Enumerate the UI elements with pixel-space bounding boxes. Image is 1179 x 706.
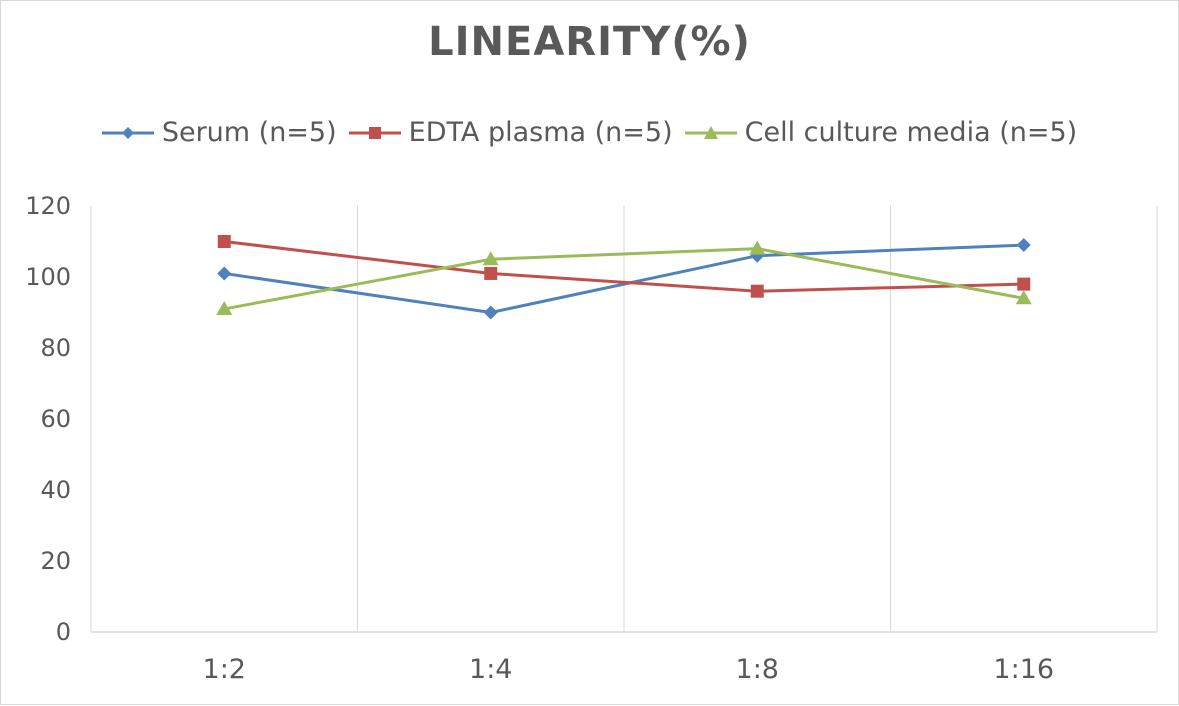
data-point-cell-culture-media-n-5 — [1015, 290, 1032, 305]
data-point-cell-culture-media-n-5 — [749, 240, 766, 255]
legend-label-serum: Serum (n=5) — [161, 117, 337, 148]
series-line-edta-plasma-n-5 — [224, 240, 1024, 293]
data-point-cell-culture-media-n-5 — [482, 251, 499, 266]
data-point-edta-plasma-n-5 — [217, 235, 231, 248]
y-tick-label: 20 — [40, 547, 71, 575]
legend-label-cell-culture-media: Cell culture media (n=5) — [744, 117, 1078, 148]
series-line-cell-culture-media-n-5 — [223, 247, 1025, 311]
x-tick-label: 1:16 — [993, 654, 1054, 685]
data-point-serum-n-5 — [1016, 238, 1031, 253]
data-point-cell-culture-media-n-5 — [216, 300, 233, 315]
x-tick-label: 1:2 — [203, 654, 246, 685]
data-point-edta-plasma-n-5 — [484, 266, 498, 280]
data-point-serum-n-5 — [217, 266, 232, 281]
legend-item-serum: Serum (n=5) — [101, 117, 337, 148]
y-tick-label: 0 — [56, 618, 71, 646]
data-point-edta-plasma-n-5 — [750, 284, 764, 298]
data-point-edta-plasma-n-5 — [1017, 277, 1031, 291]
x-tick-label: 1:8 — [736, 654, 779, 685]
legend: Serum (n=5) EDTA plasma (n=5) Cell cultu… — [1, 117, 1178, 148]
data-point-serum-n-5 — [483, 305, 498, 320]
y-tick-label: 40 — [40, 476, 71, 504]
legend-label-edta-plasma: EDTA plasma (n=5) — [408, 117, 673, 148]
legend-marker-serum — [101, 126, 154, 139]
legend-item-cell-culture-media: Cell culture media (n=5) — [684, 117, 1078, 148]
y-tick-label: 60 — [40, 405, 71, 433]
y-tick-label: 80 — [40, 334, 71, 362]
chart-title: LINEARITY(%) — [428, 19, 751, 65]
y-tick-label: 100 — [25, 263, 71, 291]
series-line-serum-n-5 — [224, 243, 1024, 314]
y-tick-label: 120 — [25, 192, 71, 220]
legend-marker-cell-culture-media — [684, 125, 737, 139]
legend-item-edta-plasma: EDTA plasma (n=5) — [348, 117, 673, 148]
x-tick-label: 1:4 — [469, 654, 512, 685]
legend-marker-edta-plasma — [348, 126, 401, 139]
